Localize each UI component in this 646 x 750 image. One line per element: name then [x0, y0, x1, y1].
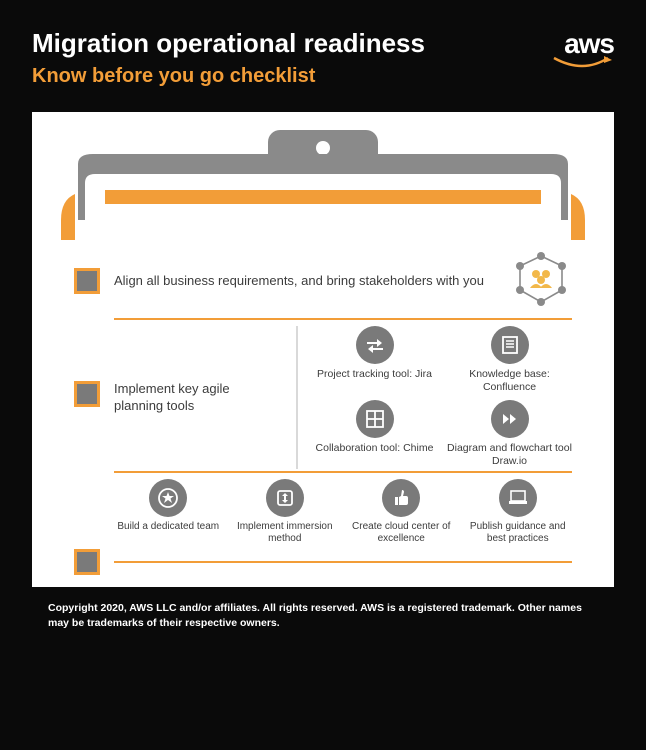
section-1-text: Align all business requirements, and bri…	[114, 272, 496, 290]
tool-jira: Project tracking tool: Jira	[312, 326, 437, 394]
checkbox-icon	[74, 381, 100, 407]
section-3: Build a dedicated team Implement immersi…	[74, 479, 572, 575]
header-text: Migration operational readiness Know bef…	[32, 28, 425, 88]
clipboard-clip	[48, 130, 598, 240]
aws-logo-text: aws	[564, 28, 614, 59]
chevrons-icon	[491, 400, 529, 438]
tool-label: Project tracking tool: Jira	[312, 368, 437, 381]
checklist: Align all business requirements, and bri…	[52, 246, 594, 575]
tool-label: Knowledge base: Confluence	[447, 368, 572, 394]
divider	[114, 318, 572, 320]
item-team: Build a dedicated team	[114, 479, 223, 545]
four-items: Build a dedicated team Implement immersi…	[114, 479, 572, 545]
checkbox-icon	[74, 549, 100, 575]
divider	[114, 561, 572, 563]
item-excellence: Create cloud center of excellence	[347, 479, 456, 545]
divider	[114, 471, 572, 473]
grid-icon	[356, 400, 394, 438]
tool-drawio: Diagram and flowchart tool Draw.io	[447, 400, 572, 468]
tool-confluence: Knowledge base: Confluence	[447, 326, 572, 394]
tool-label: Diagram and flowchart tool Draw.io	[447, 442, 572, 468]
document-icon	[491, 326, 529, 364]
tool-chime: Collaboration tool: Chime	[312, 400, 437, 468]
header: Migration operational readiness Know bef…	[0, 0, 646, 104]
section-2: Implement key agile planning tools Proje…	[74, 326, 572, 473]
arrows-icon	[356, 326, 394, 364]
item-label: Build a dedicated team	[114, 521, 223, 533]
item-immersion: Implement immersion method	[231, 479, 340, 545]
thumbs-up-icon	[382, 479, 420, 517]
section-2-text: Implement key agile planning tools	[114, 380, 274, 415]
checkbox-icon	[74, 268, 100, 294]
aws-logo: aws	[552, 28, 614, 74]
star-icon	[149, 479, 187, 517]
item-guidance: Publish guidance and best practices	[464, 479, 573, 545]
clip-icon	[48, 130, 598, 240]
network-people-icon	[510, 252, 572, 310]
footer-text: Copyright 2020, AWS LLC and/or affiliate…	[0, 587, 646, 633]
laptop-icon	[499, 479, 537, 517]
tools-grid: Project tracking tool: Jira Knowledge ba…	[296, 326, 572, 469]
page-subtitle: Know before you go checklist	[32, 65, 425, 88]
tool-label: Collaboration tool: Chime	[312, 442, 437, 455]
page-title: Migration operational readiness	[32, 28, 425, 59]
section-1: Align all business requirements, and bri…	[74, 246, 572, 320]
item-label: Implement immersion method	[231, 521, 340, 545]
clipboard: Align all business requirements, and bri…	[32, 112, 614, 587]
item-label: Publish guidance and best practices	[464, 521, 573, 545]
item-label: Create cloud center of excellence	[347, 521, 456, 545]
expand-icon	[266, 479, 304, 517]
